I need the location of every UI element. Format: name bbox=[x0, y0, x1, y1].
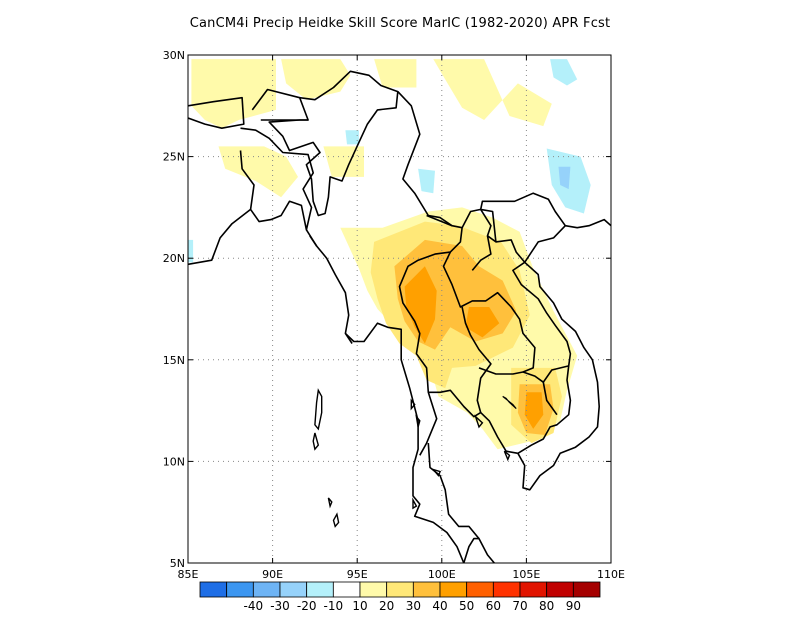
colorbar-label: -20 bbox=[297, 599, 317, 613]
skill-region-0 bbox=[191, 59, 276, 129]
colorbar-label: 90 bbox=[566, 599, 581, 613]
island-outline-9 bbox=[410, 398, 416, 411]
colorbar-label: 10 bbox=[352, 599, 367, 613]
boundary-line-0 bbox=[188, 96, 245, 129]
skill-region-1 bbox=[218, 146, 298, 198]
lon-tick-label: 100E bbox=[428, 568, 456, 581]
boundary-line-20 bbox=[344, 332, 353, 344]
island-outline-6 bbox=[431, 468, 442, 477]
colorbar-label: -10 bbox=[324, 599, 344, 613]
colorbar: -40 -30 -20 -10 10 20 30 40 50 60 70 80 90 bbox=[199, 581, 601, 613]
colorbar-swatch bbox=[279, 581, 308, 598]
island-outline-2 bbox=[332, 512, 340, 528]
colorbar-swatch bbox=[386, 581, 414, 598]
colorbar-swatch bbox=[466, 581, 494, 598]
skill-region-18 bbox=[188, 239, 194, 263]
colorbar-label: 40 bbox=[432, 599, 447, 613]
colorbar-swatch bbox=[199, 581, 228, 598]
skill-region-19 bbox=[558, 166, 571, 190]
map-title: CanCM4i Precip Heidke Skill Score MarIC … bbox=[189, 16, 611, 31]
boundary-line-5 bbox=[268, 70, 399, 217]
skill-region-11 bbox=[404, 266, 437, 344]
boundary-line-12 bbox=[463, 537, 495, 563]
colorbar-label: 80 bbox=[539, 599, 554, 613]
boundary-line-14 bbox=[517, 261, 601, 491]
lat-tick-label: 30N bbox=[163, 49, 185, 62]
colorbar-label: -40 bbox=[244, 599, 264, 613]
colorbar-label: -30 bbox=[270, 599, 290, 613]
colorbar-label: 50 bbox=[459, 599, 474, 613]
colorbar-swatch bbox=[252, 581, 281, 598]
lon-tick-label: 95E bbox=[347, 568, 368, 581]
lat-tick-label: 5N bbox=[170, 557, 185, 570]
lon-tick-label: 110E bbox=[597, 568, 625, 581]
boundary-line-9 bbox=[442, 251, 536, 373]
colorbar-label: 30 bbox=[406, 599, 421, 613]
boundary-line-4 bbox=[305, 229, 465, 563]
skill-region-5 bbox=[433, 59, 552, 127]
boundary-line-8 bbox=[478, 365, 569, 384]
lat-tick-label: 10N bbox=[163, 455, 185, 468]
colorbar-swatch bbox=[546, 581, 574, 598]
island-outline-0 bbox=[314, 388, 323, 431]
colorbar-swatch bbox=[226, 581, 254, 598]
boundary-line-11 bbox=[428, 389, 519, 455]
lon-tick-label: 105E bbox=[512, 568, 540, 581]
boundary-line-19 bbox=[309, 235, 318, 247]
boundary-line-18 bbox=[471, 235, 492, 271]
lat-tick-label: 15N bbox=[163, 354, 185, 367]
colorbar-swatch bbox=[359, 581, 388, 598]
skill-region-13 bbox=[524, 392, 544, 429]
boundary-line-3 bbox=[188, 208, 252, 266]
lat-tick-label: 20N bbox=[163, 252, 185, 265]
lon-tick-label: 90E bbox=[262, 568, 283, 581]
boundary-line-16 bbox=[479, 192, 566, 242]
colorbar-label: 70 bbox=[512, 599, 527, 613]
skill-shading bbox=[188, 59, 591, 450]
island-outline-7 bbox=[412, 497, 418, 510]
boundary-line-2 bbox=[239, 127, 315, 231]
skill-region-2 bbox=[281, 59, 351, 100]
boundary-line-1 bbox=[251, 88, 309, 121]
colorbar-swatch bbox=[439, 581, 468, 598]
skill-region-16 bbox=[418, 168, 435, 194]
skill-region-4 bbox=[374, 59, 417, 88]
map-frame bbox=[187, 54, 612, 564]
skill-region-3 bbox=[323, 146, 364, 177]
boundary-line-15 bbox=[524, 218, 611, 263]
colorbar-swatch bbox=[519, 581, 548, 598]
gridlines bbox=[188, 55, 611, 563]
boundary-line-6 bbox=[397, 91, 463, 456]
boundary-line-13 bbox=[427, 443, 480, 540]
colorbar-swatch bbox=[492, 581, 521, 598]
island-outline-3 bbox=[327, 497, 333, 509]
island-outline-1 bbox=[312, 432, 320, 451]
island-outline-4 bbox=[474, 414, 484, 429]
colorbar-swatch bbox=[572, 581, 601, 598]
boundary-line-21 bbox=[542, 382, 558, 416]
colorbar-swatch bbox=[412, 581, 441, 598]
skill-region-14 bbox=[550, 59, 578, 86]
island-outline-5 bbox=[503, 450, 511, 462]
colorbar-label: 60 bbox=[486, 599, 501, 613]
longitude-axis: 85E 90E 95E 100E 105E 110E bbox=[178, 55, 625, 581]
lake-outline-0 bbox=[502, 395, 517, 410]
colorbar-label: 20 bbox=[379, 599, 394, 613]
colorbar-swatch bbox=[332, 581, 361, 598]
island-outline-8 bbox=[415, 414, 421, 428]
lat-tick-label: 25N bbox=[163, 151, 185, 164]
latitude-axis: 5N 10N 15N 20N 25N 30N bbox=[163, 49, 611, 570]
country-boundaries bbox=[188, 70, 611, 563]
skill-region-17 bbox=[345, 130, 359, 145]
colorbar-swatch bbox=[306, 581, 334, 598]
lon-tick-label: 85E bbox=[178, 568, 199, 581]
boundary-line-17 bbox=[426, 214, 453, 227]
boundary-line-10 bbox=[461, 306, 492, 413]
skill-region-12 bbox=[465, 307, 500, 338]
